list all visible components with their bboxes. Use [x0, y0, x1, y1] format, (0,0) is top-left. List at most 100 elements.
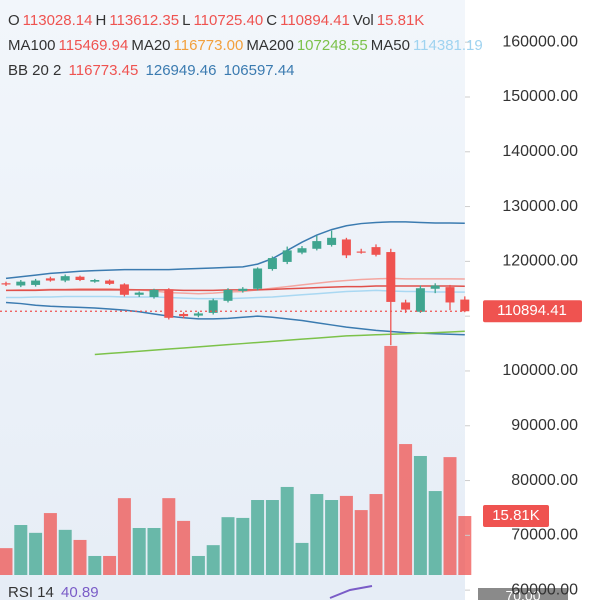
indicator-line [5, 221, 465, 280]
y-tick-label: 130000.00 [502, 198, 578, 215]
volume-bar [177, 520, 191, 575]
candle-body [90, 280, 100, 282]
legend-label: MA100 [8, 37, 56, 54]
legend-value: 113612.35 [109, 12, 180, 29]
candle-body [119, 284, 129, 295]
volume-bar [413, 455, 427, 575]
volume-bar [0, 548, 13, 575]
candle-body [208, 300, 218, 313]
volume-bar [295, 542, 309, 575]
candle-body [31, 280, 41, 285]
volume-bar [443, 457, 457, 575]
volume-bar [236, 517, 250, 575]
candle-body [223, 289, 233, 301]
indicator-line [94, 330, 465, 356]
volume-bar [458, 516, 472, 575]
candle-body [267, 258, 277, 270]
y-tick-label: 150000.00 [502, 88, 578, 105]
indicator-line [5, 301, 465, 336]
legend-label: L [182, 12, 191, 29]
volume-bar [251, 500, 265, 575]
rsi-label: RSI 14 [8, 584, 54, 601]
volume-bar [191, 555, 205, 575]
volume-bar [58, 529, 72, 575]
last-price-tag [483, 300, 582, 323]
legend-label: H [95, 12, 107, 29]
bb-mid: 116773.45 [68, 62, 139, 79]
legend-value: 113028.14 [22, 12, 93, 29]
candle-body [253, 268, 263, 289]
volume-bar [43, 513, 57, 575]
y-tick-label: 140000.00 [502, 143, 578, 160]
y-tick-label: 90000.00 [511, 417, 578, 434]
candle-body [164, 289, 174, 318]
volume-bar [117, 498, 131, 575]
bb-upper: 126949.46 [145, 62, 217, 79]
volume-bar [354, 510, 368, 575]
legend-label: Vol [352, 12, 374, 29]
y-tick-label: 60000.00 [511, 581, 578, 598]
volume-bar [310, 494, 324, 575]
volume-bar [103, 555, 117, 575]
ohlc-legend: O 113028.14 H 113612.35 L 110725.40 C 110894.41… [8, 12, 427, 29]
volume-tag [483, 505, 549, 528]
candle-body [356, 251, 366, 253]
volume-bar [399, 444, 413, 575]
volume-bar [206, 545, 220, 575]
y-tick-label: 120000.00 [502, 253, 578, 270]
legend-value: 116773.00 [173, 37, 244, 54]
volume-bar [265, 500, 279, 575]
candle-body [445, 287, 455, 303]
legend-label: MA50 [370, 37, 410, 54]
candle-body [45, 278, 55, 281]
candle-body [297, 248, 307, 253]
volume-bar [325, 500, 339, 575]
volume-bar [88, 555, 102, 575]
candle-body [312, 241, 322, 249]
candle-body [415, 288, 425, 312]
volume-bar [339, 495, 353, 575]
candle-body [282, 250, 292, 262]
bb-lower: 106597.44 [223, 62, 295, 79]
volume-bar [428, 491, 442, 575]
candle-body [401, 302, 411, 310]
volume-bar [29, 532, 43, 575]
candle-body [386, 252, 396, 302]
legend-value: 110894.41 [280, 12, 350, 29]
ma-legend: MA100 115469.94 MA20 116773.00 MA200 107248.5… [8, 37, 486, 54]
candle-body [16, 281, 26, 286]
volume-bar [132, 527, 146, 575]
legend-value: 110725.40 [193, 12, 264, 29]
candle-body [430, 285, 440, 289]
bb-legend: BB 20 2 116773.45 126949.46 106597.44 [8, 62, 298, 79]
volume-bar [280, 486, 294, 575]
candle-body [193, 313, 203, 316]
rsi-tag [478, 588, 568, 600]
candle-body [179, 313, 189, 317]
candle-body [105, 280, 115, 284]
volume-bar [221, 517, 235, 575]
rsi-line [329, 585, 373, 599]
candle-body [149, 289, 159, 297]
legend-label: O [8, 12, 20, 29]
legend-label: MA20 [131, 37, 171, 54]
volume-bar [73, 539, 87, 575]
volume-bar [14, 525, 28, 575]
rsi-legend: RSI 14 40.89 [8, 584, 102, 601]
volume-bar [384, 345, 398, 575]
volume-bar [147, 527, 161, 575]
candle-body [134, 292, 144, 295]
rsi-value: 40.89 [61, 584, 99, 601]
volume-label: 15.81K [492, 507, 540, 524]
candle-body [238, 288, 248, 291]
last-price-label: 110894.41 [497, 302, 567, 319]
rsi-tag-label: 70.00 [505, 588, 540, 600]
legend-value: 15.81K [376, 12, 425, 29]
candle-body [460, 299, 470, 312]
candle-body [341, 239, 351, 256]
y-tick-label: 80000.00 [511, 472, 578, 489]
legend-label: MA200 [246, 37, 294, 54]
candle-body [1, 283, 11, 285]
